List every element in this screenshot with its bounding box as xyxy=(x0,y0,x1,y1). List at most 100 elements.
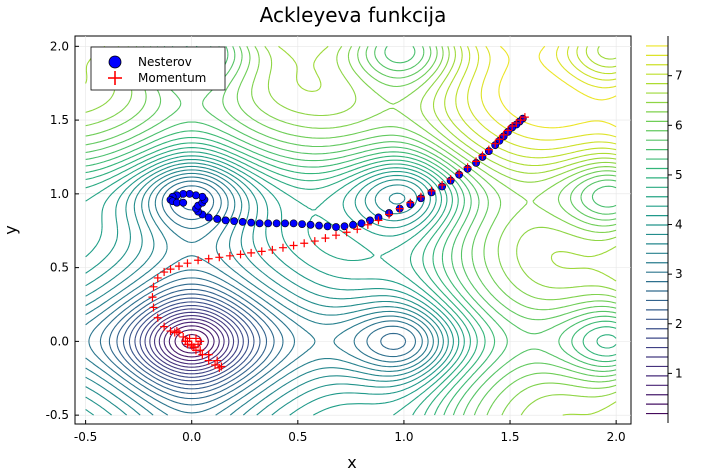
momentum-point xyxy=(160,268,169,277)
y-tick-label: 1.0 xyxy=(50,187,69,201)
colorbar-tick-label: 4 xyxy=(675,218,683,232)
contour-level-31 xyxy=(85,46,617,416)
momentum-point xyxy=(516,116,525,125)
contour-level-21 xyxy=(85,162,449,416)
nesterov-point xyxy=(272,219,281,228)
momentum-point xyxy=(491,139,500,148)
nesterov-point xyxy=(349,220,357,229)
momentum-point xyxy=(179,332,188,341)
nesterov-point xyxy=(281,219,289,228)
momentum-point xyxy=(153,313,162,322)
x-tick-label: 0.0 xyxy=(182,430,201,444)
momentum-point xyxy=(268,245,277,254)
momentum-point xyxy=(257,247,266,256)
momentum-point xyxy=(160,322,169,331)
contour-level-6 xyxy=(153,314,230,368)
momentum-point xyxy=(149,303,158,312)
momentum-point xyxy=(385,210,394,219)
momentum-point xyxy=(191,334,200,343)
contour-level-37 xyxy=(455,46,617,159)
contour-level-19 xyxy=(85,169,439,416)
x-tick-label: 1.0 xyxy=(394,430,413,444)
momentum-point xyxy=(278,243,287,252)
momentum-point xyxy=(300,239,309,248)
momentum-point xyxy=(196,346,205,355)
contour-level-35 xyxy=(85,45,617,416)
legend-label-momentum: Momentum xyxy=(138,71,206,85)
momentum-point xyxy=(438,181,447,190)
nesterov-point xyxy=(204,213,213,222)
x-tick-label: 2.0 xyxy=(607,430,626,444)
contour-level-26 xyxy=(85,45,617,416)
momentum-point xyxy=(503,126,512,135)
y-tick-label: 0.0 xyxy=(50,334,69,348)
nesterov-point xyxy=(230,217,239,226)
contour-level-7 xyxy=(149,311,235,372)
nesterov-point xyxy=(264,219,273,228)
colorbar: 1 2 3 4 5 6 7 xyxy=(646,36,683,423)
legend: Nesterov Momentum xyxy=(90,46,226,91)
y-tick-label: 2.0 xyxy=(50,39,69,53)
y-tick-label: -0.5 xyxy=(46,408,69,422)
momentum-point xyxy=(204,254,213,263)
momentum-point xyxy=(363,220,372,229)
momentum-point xyxy=(495,135,504,144)
momentum-point xyxy=(194,256,203,265)
nesterov-point xyxy=(192,191,200,200)
contour-level-39 xyxy=(480,46,617,141)
momentum-point xyxy=(416,192,425,201)
momentum-point xyxy=(342,228,351,237)
plot-area xyxy=(74,35,632,425)
y-tick-label: 0.5 xyxy=(50,261,69,275)
contour-lines xyxy=(85,45,617,416)
momentum-point xyxy=(321,234,330,243)
chart-title: Ackleyeva funkcija xyxy=(260,3,447,27)
momentum-point xyxy=(183,259,192,268)
contour-level-30 xyxy=(85,46,617,416)
momentum-point xyxy=(217,362,226,371)
momentum-point xyxy=(215,253,224,262)
series-layer xyxy=(148,113,529,372)
contour-level-15 xyxy=(99,185,417,406)
contour-level-9 xyxy=(139,304,244,378)
legend-marker-momentum xyxy=(108,71,122,85)
nesterov-point xyxy=(332,223,340,231)
momentum-point xyxy=(406,198,415,207)
momentum-point xyxy=(374,216,383,225)
momentum-point xyxy=(478,151,487,160)
nesterov-point xyxy=(298,220,306,228)
contour-level-17 xyxy=(85,176,429,416)
x-axis-title: x xyxy=(347,453,356,472)
momentum-point xyxy=(472,157,481,166)
momentum-point xyxy=(499,130,508,139)
contour-level-11 xyxy=(128,297,255,386)
momentum-point xyxy=(174,262,183,271)
momentum-point xyxy=(174,328,183,337)
contour-level-32 xyxy=(85,46,617,416)
colorbar-tick-label: 3 xyxy=(675,267,683,281)
contour-level-24 xyxy=(85,151,465,416)
contour-level-36 xyxy=(444,46,617,167)
nesterov-point xyxy=(238,217,247,226)
legend-marker-nesterov xyxy=(108,55,122,69)
momentum-point xyxy=(455,169,464,178)
contour-level-22 xyxy=(85,158,454,416)
contour-level-33 xyxy=(85,46,617,416)
contour-level-27 xyxy=(85,46,617,416)
nesterov-point xyxy=(221,216,230,225)
momentum-point xyxy=(225,251,234,260)
momentum-point xyxy=(446,175,455,184)
momentum-point xyxy=(211,360,220,369)
nesterov-point xyxy=(179,189,188,198)
contour-level-16 xyxy=(88,180,423,414)
contour-level-14 xyxy=(108,192,407,400)
colorbar-tick-label: 5 xyxy=(675,168,683,182)
nesterov-point xyxy=(179,198,188,207)
x-tick-label: 0.5 xyxy=(288,430,307,444)
momentum-point xyxy=(204,350,213,359)
momentum-point xyxy=(247,248,256,257)
nesterov-point xyxy=(198,192,207,201)
contour-level-12 xyxy=(122,293,261,390)
momentum-point xyxy=(520,113,529,122)
contour-level-8 xyxy=(144,308,239,375)
